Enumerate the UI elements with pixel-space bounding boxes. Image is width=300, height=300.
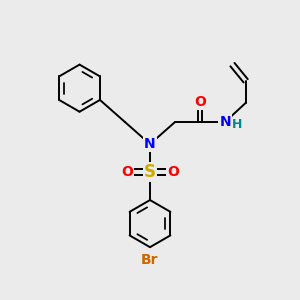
Text: H: H [232, 118, 243, 131]
Text: O: O [121, 165, 133, 179]
Text: O: O [167, 165, 179, 179]
Text: O: O [194, 95, 206, 109]
Text: Br: Br [141, 254, 159, 267]
Text: S: S [144, 163, 156, 181]
Text: N: N [144, 137, 156, 151]
Text: N: N [219, 115, 231, 129]
